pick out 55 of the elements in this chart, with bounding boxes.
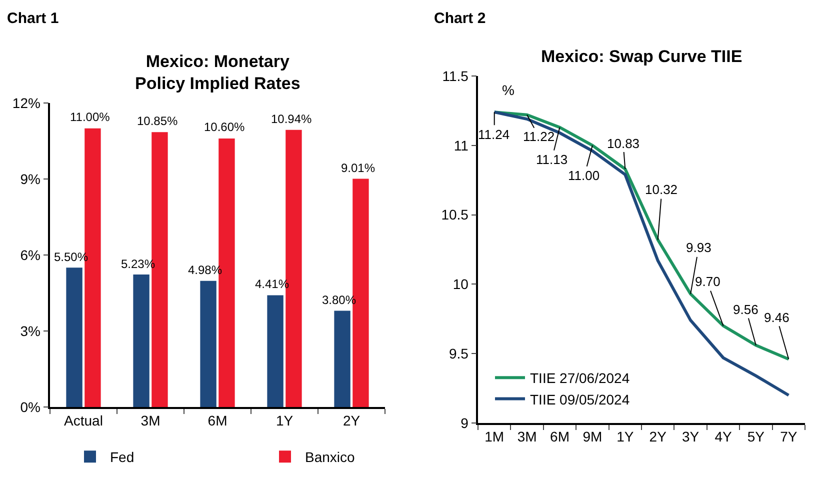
x-tick-label: 2Y bbox=[342, 412, 361, 429]
x-tick-label: 4Y bbox=[714, 428, 732, 445]
data-label: 9.93 bbox=[686, 240, 712, 255]
x-tick-label: 6M bbox=[550, 428, 570, 445]
y-tick-label: 0% bbox=[20, 398, 40, 415]
x-tick-label: 1Y bbox=[276, 412, 294, 429]
bar bbox=[133, 274, 150, 407]
y-tick-label: 11.5 bbox=[442, 68, 469, 84]
x-tick-label: 2Y bbox=[649, 428, 668, 445]
x-tick-label: 7Y bbox=[780, 428, 798, 445]
data-label: 9.70 bbox=[695, 274, 720, 289]
y-tick-label: 9% bbox=[20, 170, 40, 187]
data-label: 10.32 bbox=[645, 182, 678, 197]
data-label: 11.00 bbox=[568, 168, 600, 183]
data-label: 10.94% bbox=[271, 112, 312, 126]
y-axis-title: % bbox=[502, 82, 514, 98]
chart-title: Mexico: Monetary Policy Implied Rates bbox=[135, 52, 300, 94]
bar bbox=[66, 268, 82, 407]
y-tick-label: 10 bbox=[452, 276, 469, 292]
x-tick-label: 3M bbox=[140, 412, 160, 429]
chart-title: Mexico: Swap Curve TIIE bbox=[541, 47, 742, 66]
x-tick-label: 1Y bbox=[616, 428, 634, 445]
bar bbox=[200, 280, 216, 407]
bar bbox=[267, 295, 284, 407]
data-label: 11.13 bbox=[536, 152, 568, 167]
legend-label: Banxico bbox=[305, 449, 356, 466]
legend-label: Fed bbox=[110, 449, 134, 466]
y-tick-label: 6% bbox=[20, 246, 40, 263]
x-tick-label: 1M bbox=[484, 428, 504, 445]
data-label: 9.46 bbox=[764, 310, 790, 325]
y-tick-label: 9.5 bbox=[448, 346, 469, 362]
data-label: 11.24 bbox=[478, 127, 510, 142]
data-label: 10.85% bbox=[137, 114, 178, 128]
y-tick-label: 10.5 bbox=[441, 206, 469, 223]
bar bbox=[334, 310, 350, 407]
data-label: 11.00% bbox=[70, 110, 110, 124]
legend-label: TIIE 27/06/2024 bbox=[530, 370, 630, 386]
y-tick-label: 12% bbox=[12, 94, 40, 111]
x-tick-label: 6M bbox=[208, 412, 228, 429]
legend-label: TIIE 09/05/2024 bbox=[530, 391, 630, 408]
x-tick-label: 5Y bbox=[747, 428, 766, 445]
y-tick-label: 11 bbox=[454, 137, 469, 154]
y-tick-label: 9 bbox=[460, 414, 469, 431]
data-label: 10.60% bbox=[204, 120, 246, 134]
caption: Chart 2 bbox=[434, 10, 486, 27]
x-tick-label: Actual bbox=[64, 412, 103, 429]
x-tick-label: 3Y bbox=[682, 428, 700, 445]
caption: Chart 1 bbox=[7, 10, 59, 27]
data-label: 9.56 bbox=[733, 302, 758, 317]
data-label: 11.22 bbox=[523, 129, 555, 144]
y-tick-label: 3% bbox=[20, 322, 40, 339]
data-label: 9.01% bbox=[341, 161, 376, 175]
data-label: 10.83 bbox=[607, 136, 640, 151]
x-tick-label: 3M bbox=[517, 428, 537, 445]
x-tick-label: 9M bbox=[582, 428, 602, 445]
